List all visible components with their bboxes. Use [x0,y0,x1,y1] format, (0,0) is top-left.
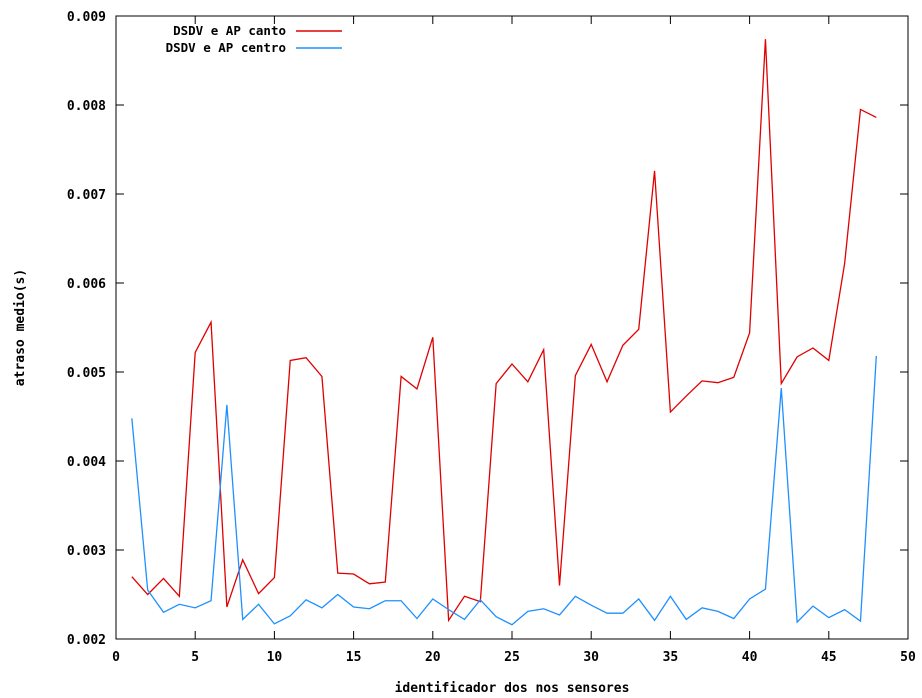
plot-lines [131,39,877,626]
legend: DSDV e AP canto DSDV e AP centro [166,23,342,55]
x-axis-label: identificador dos nos sensores [395,681,630,696]
x-tick-label: 35 [663,650,679,665]
y-axis-label: atraso medio(s) [13,269,28,386]
x-axis-ticks: 0 5 10 15 20 25 30 35 40 45 50 [112,16,916,665]
x-tick-label: 45 [821,650,837,665]
series-line-centro [131,355,877,626]
plot-frame [115,15,909,640]
y-tick-label: 0.004 [67,455,106,470]
y-tick-label: 0.006 [67,277,106,292]
y-tick-label: 0.003 [67,544,106,559]
x-tick-label: 10 [267,650,283,665]
y-tick-label: 0.005 [67,366,106,381]
x-tick-label: 40 [742,650,758,665]
x-tick-label: 25 [504,650,520,665]
y-tick-label: 0.007 [67,188,106,203]
series-line-canto [131,39,877,623]
legend-label-centro: DSDV e AP centro [166,40,286,55]
y-axis-ticks: 0.002 0.003 0.004 0.005 0.006 0.007 0.008 0.009 [67,10,908,648]
x-tick-label: 20 [425,650,441,665]
x-tick-label: 0 [112,650,120,665]
x-tick-label: 15 [346,650,362,665]
y-tick-label: 0.002 [67,633,106,648]
y-tick-label: 0.009 [67,10,106,25]
y-tick-label: 0.008 [67,99,106,114]
x-tick-label: 50 [900,650,916,665]
legend-label-canto: DSDV e AP canto [173,23,286,38]
x-tick-label: 30 [583,650,599,665]
x-tick-label: 5 [191,650,199,665]
